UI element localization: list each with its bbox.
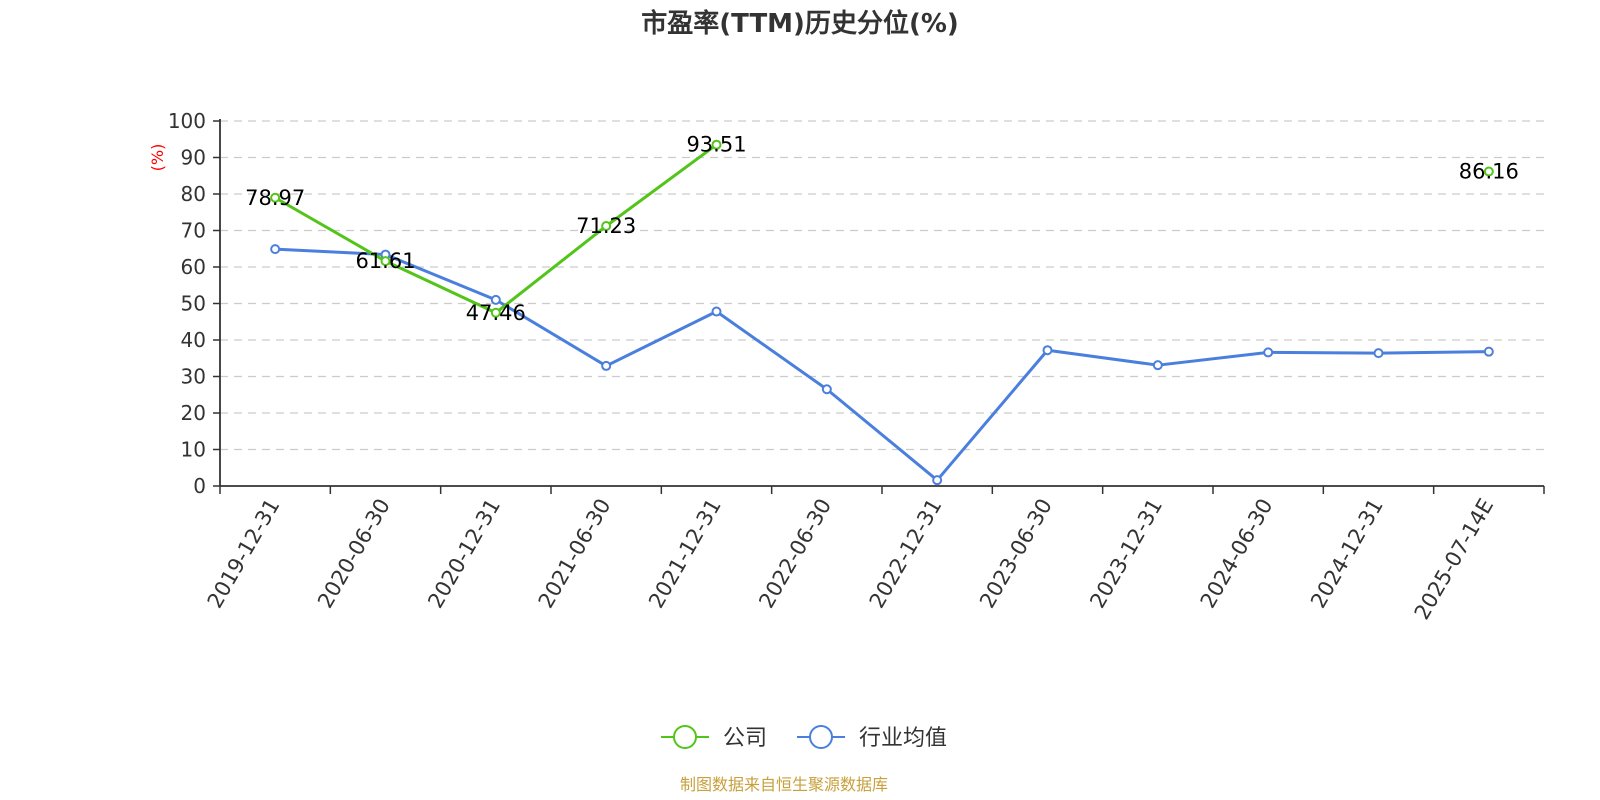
grid-lines [220,120,1544,451]
x-tick-label: 2022-06-30 [754,495,836,613]
data-label: 86.16 [1459,160,1519,184]
data-label: 78.97 [245,186,305,210]
x-tick-label: 2019-12-31 [203,495,285,613]
data-point[interactable] [490,307,501,318]
x-tick-label: 2021-06-30 [534,495,616,613]
x-tick-label: 2025-07-14E [1410,495,1498,624]
data-point[interactable] [270,192,281,203]
y-tick-label: 20 [181,401,206,425]
y-tick-label: 40 [181,328,206,352]
data-point[interactable] [932,475,943,486]
y-tick-label: 0 [193,474,206,498]
data-label: 93.51 [686,133,746,157]
x-tick-label: 2021-12-31 [644,495,726,613]
data-point[interactable] [601,221,612,232]
data-labels: 78.97 61.61 47.46 71.23 93.51 86.16 [245,133,1519,325]
y-tick-label: 50 [181,292,206,316]
data-label: 71.23 [576,214,636,238]
x-tick-label: 2024-12-31 [1306,495,1388,613]
data-point[interactable] [601,360,612,371]
y-tick-label: 80 [181,182,206,206]
data-point[interactable] [1483,346,1494,357]
x-tick-label: 2024-06-30 [1196,495,1278,613]
y-tick-label: 100 [168,109,206,133]
x-tick-label: 2023-06-30 [975,495,1057,613]
x-tick-label: 2022-12-31 [865,495,947,613]
data-point[interactable] [490,294,501,305]
y-axis-unit-label: (%) [148,144,167,172]
legend-marker [673,725,697,749]
legend-label[interactable]: 行业均值 [859,726,947,751]
data-point[interactable] [1373,348,1384,359]
series-line [274,143,718,315]
data-point[interactable] [1152,360,1163,371]
data-label: 47.46 [466,301,526,325]
legend-label[interactable]: 公司 [723,726,767,751]
data-point[interactable] [1483,166,1494,177]
y-tick-label: 30 [181,365,206,389]
data-point[interactable] [270,244,281,255]
axes [213,119,1545,494]
data-point[interactable] [1042,345,1053,356]
data-point[interactable] [711,306,722,317]
data-point[interactable] [380,256,391,267]
data-point[interactable] [1263,347,1274,358]
x-tick-label: 2023-12-31 [1085,495,1167,613]
y-tick-label: 70 [181,219,206,243]
chart-title: 市盈率(TTM)历史分位(%) [641,8,959,39]
y-tick-label: 10 [181,438,206,462]
data-point[interactable] [821,384,832,395]
source-note: 制图数据来自恒生聚源数据库 [680,775,888,794]
y-tick-label: 60 [181,255,206,279]
legend-marker [809,725,833,749]
data-point[interactable] [711,139,722,150]
x-tick-label: 2020-06-30 [313,495,395,613]
series-layer [270,139,1494,486]
y-tick-labels: 0 10 20 30 40 50 60 70 80 90 100 [168,109,206,498]
legend[interactable]: 公司 行业均值 [661,725,947,751]
data-label: 61.61 [355,249,415,273]
x-tick-labels: 2019-12-31 2020-06-30 2020-12-31 2021-06-30… [203,495,1498,624]
y-tick-label: 90 [181,146,206,170]
x-tick-label: 2020-12-31 [423,495,505,613]
series-line [275,247,1489,482]
